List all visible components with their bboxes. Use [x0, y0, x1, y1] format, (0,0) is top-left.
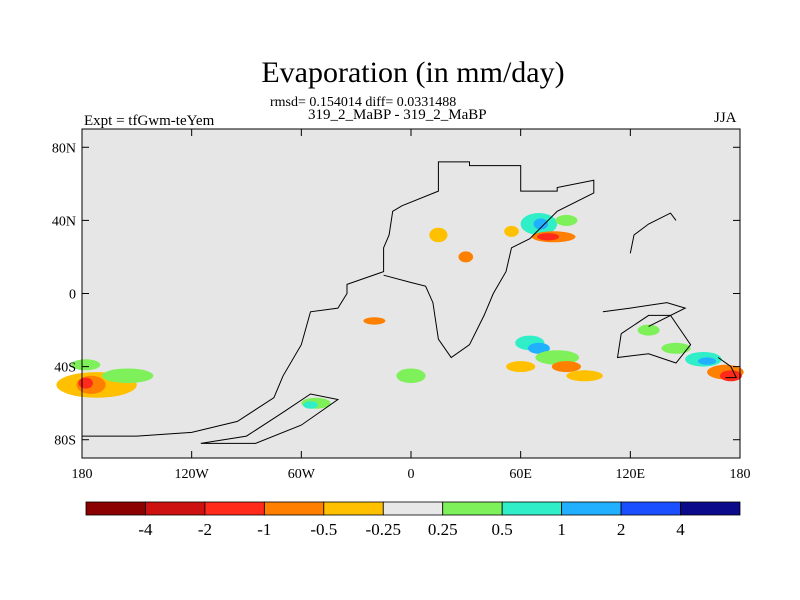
anomaly-patch: [719, 370, 742, 382]
anomaly-fields: [56, 213, 744, 409]
anomaly-patch: [537, 233, 560, 241]
anomaly-patch: [458, 251, 474, 263]
y-tick-label: 40N: [52, 214, 76, 229]
anomaly-patch: [504, 225, 519, 237]
colorbar-label: -2: [198, 520, 212, 539]
coastline-segment: [602, 302, 687, 327]
colorbar-swatch: [263, 501, 325, 516]
land-outline: [81, 161, 738, 444]
y-tick-label: 0: [69, 288, 76, 303]
y-tick-label: 40S: [54, 361, 76, 376]
anomaly-patch: [527, 342, 550, 354]
x-tick-label: 60E: [509, 467, 532, 482]
anomaly-patch: [551, 361, 582, 373]
colorbar-label: -4: [138, 520, 153, 539]
experiment-label: Expt = tfGwm-teYem: [84, 113, 215, 129]
colorbar-swatch: [442, 501, 503, 516]
x-axis: 180 120W 60W 0 60E 120E 180: [72, 129, 751, 482]
coastline-segment: [616, 314, 692, 364]
anomaly-patch: [363, 317, 386, 325]
anomaly-patch: [303, 401, 318, 409]
coastline-segment: [82, 161, 595, 437]
colorbar-label: 0.25: [428, 520, 458, 539]
coastline-segment: [629, 212, 677, 254]
colorbar-label: 2: [617, 520, 626, 539]
anomaly-patch: [71, 359, 101, 371]
coastline-segment: [717, 357, 738, 379]
anomaly-patch: [533, 218, 549, 230]
anomaly-patch: [555, 214, 578, 226]
colorbar-label: 4: [676, 520, 685, 539]
y-tick-label: 80N: [52, 141, 76, 156]
colorbar-swatch: [561, 501, 622, 516]
colorbar-swatch: [85, 501, 146, 516]
colorbar-swatch: [620, 501, 681, 516]
colorbar-swatch: [145, 501, 206, 516]
x-tick-label: 60W: [288, 467, 316, 482]
colorbar-swatch: [680, 501, 741, 516]
colorbar-swatch: [501, 501, 563, 516]
colorbar-swatch: [204, 501, 265, 516]
colorbar: -4 -2 -1 -0.5 -0.25 0.25 0.5 1 2 4: [85, 501, 741, 539]
colorbar-label: 0.5: [492, 520, 513, 539]
coastline-segment: [200, 393, 340, 444]
rmsd-diff-text: rmsd= 0.154014 diff= 0.0331488: [270, 95, 457, 110]
colorbar-swatch: [382, 501, 444, 516]
season-label: JJA: [714, 110, 737, 126]
colorbar-label: 1: [557, 520, 566, 539]
case-names-text: 319_2_MaBP - 319_2_MaBP: [308, 107, 487, 123]
anomaly-patch: [506, 361, 536, 373]
x-tick-label: 180: [72, 467, 93, 482]
x-tick-label: 120W: [175, 467, 210, 482]
x-tick-label: 180: [730, 467, 751, 482]
anomaly-patch: [429, 227, 448, 243]
colorbar-swatch: [323, 501, 384, 516]
y-axis: 80N 40N 0 40S 80S: [52, 141, 740, 449]
plot-background: [82, 129, 740, 458]
x-tick-label: 0: [408, 467, 415, 482]
y-tick-label: 80S: [54, 434, 76, 449]
chart-title: Evaporation (in mm/day): [261, 56, 565, 89]
colorbar-label: -0.25: [366, 520, 401, 539]
anomaly-patch: [396, 368, 426, 384]
colorbar-label: -1: [257, 520, 271, 539]
x-tick-label: 120E: [616, 467, 646, 482]
anomaly-patch: [637, 324, 660, 336]
anomaly-patch: [78, 377, 93, 389]
anomaly-patch: [566, 370, 603, 382]
anomaly-patch: [102, 368, 154, 384]
colorbar-label: -0.5: [310, 520, 337, 539]
anomaly-patch: [661, 342, 691, 354]
anomaly-patch: [698, 357, 717, 365]
